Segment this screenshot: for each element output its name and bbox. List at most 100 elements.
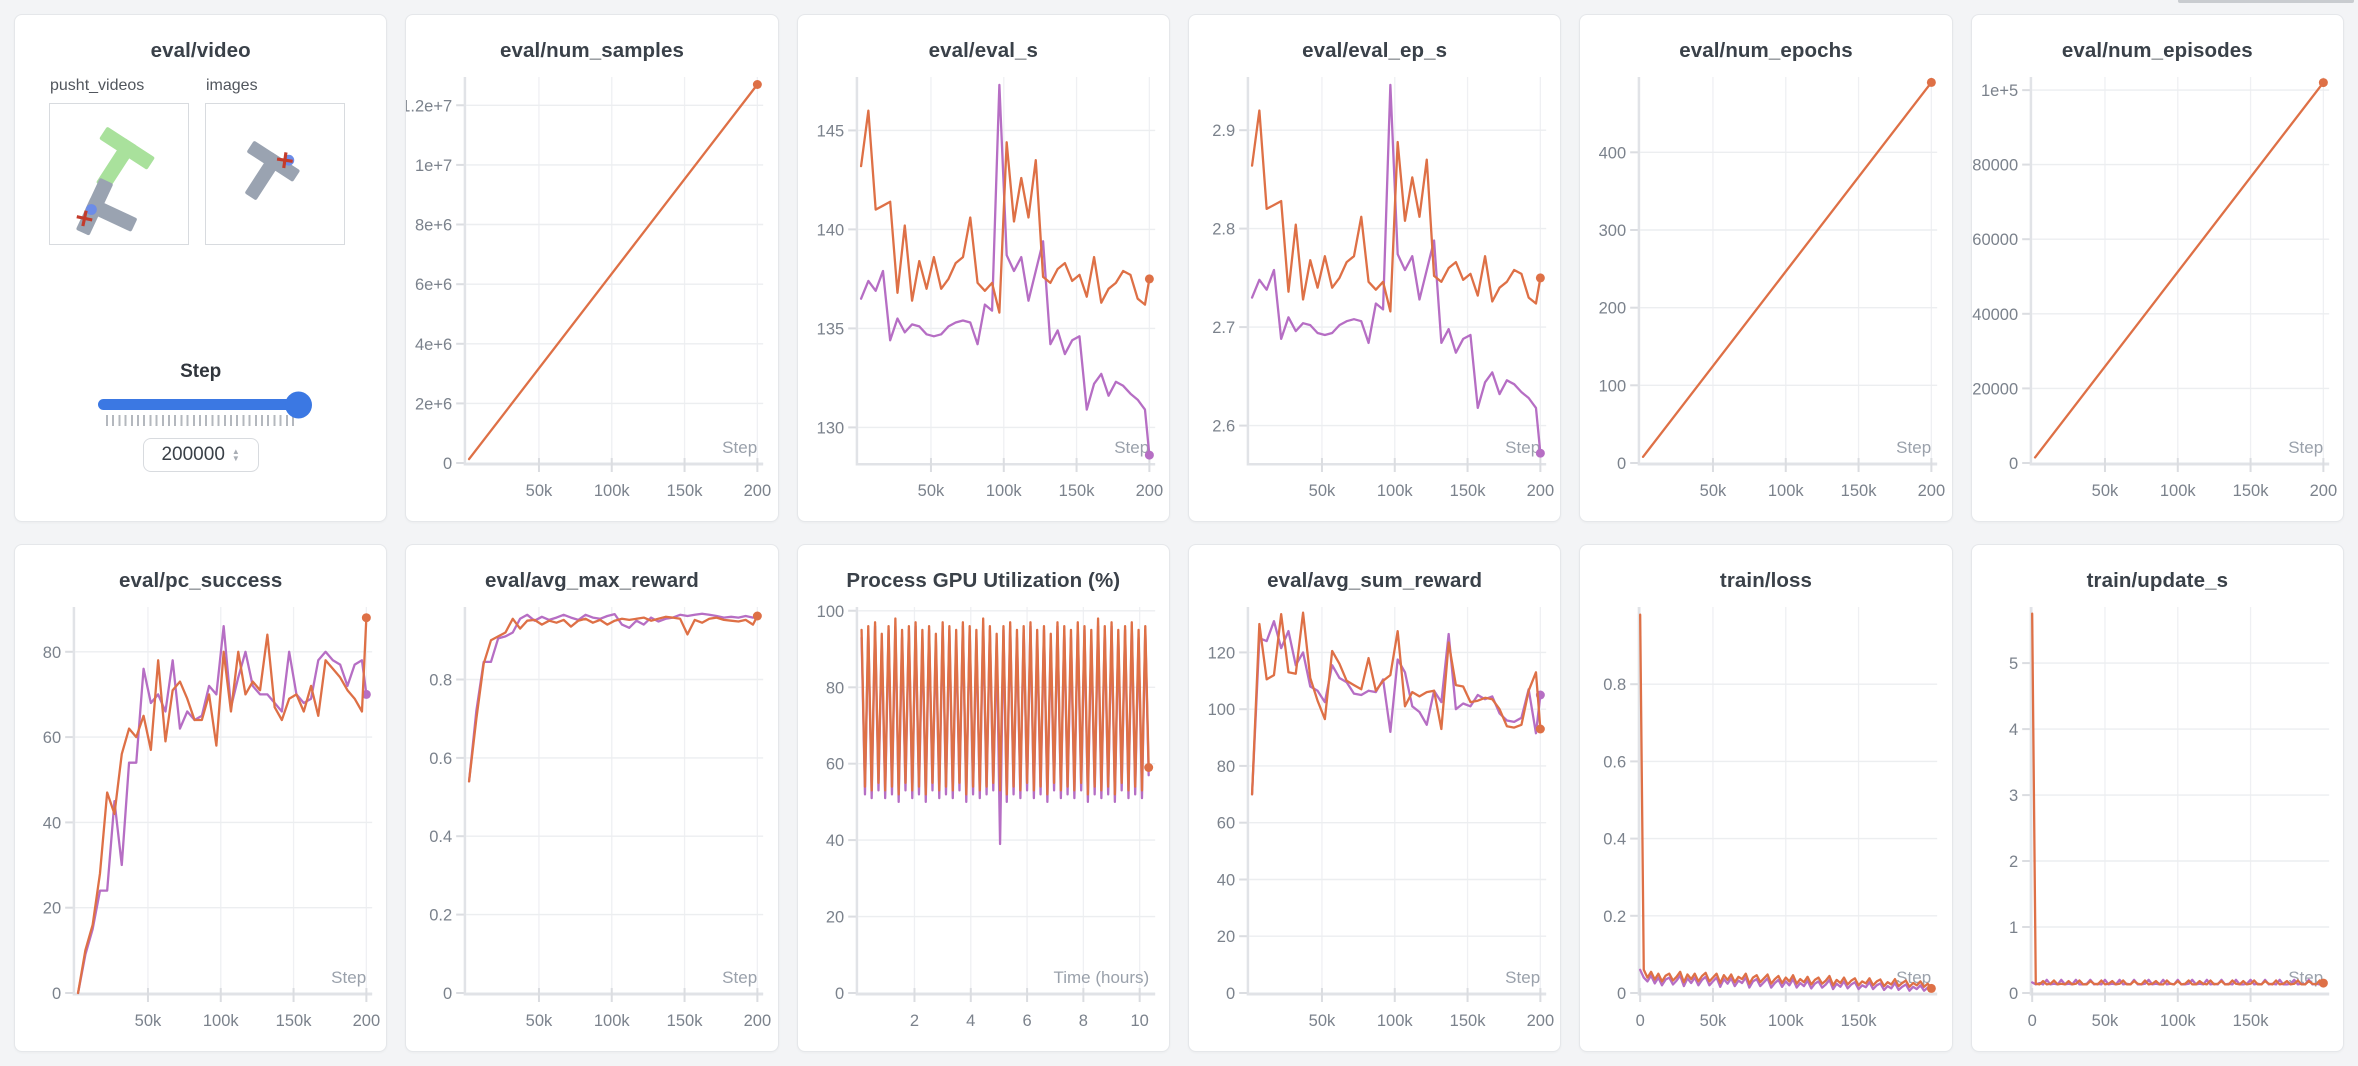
eval-avg-sum-reward-chart[interactable]: 0 20 40 60 80 100 120 50k 100k 150k 200 Step [1189, 599, 1560, 1043]
chart-title: eval/pc_success [118, 569, 283, 592]
svg-text:200: 200 [1135, 482, 1163, 500]
svg-text:80000: 80000 [1972, 157, 2018, 175]
eval-num-samples-chart[interactable]: 0 2e+6 4e+6 6e+6 8e+6 1e+7 1.2e+7 50k 100k 150k 20… [406, 69, 777, 513]
svg-text:50k: 50k [2091, 482, 2118, 500]
eval-eval-s-chart[interactable]: 130 135 140 145 50k 100k 150k 200 Step [798, 69, 1169, 513]
panel-eval-avg-sum-reward: eval/avg_sum_reward 0 20 40 60 80 100 120 50k 10… [1188, 544, 1562, 1052]
chart-title: eval/avg_sum_reward [1267, 569, 1483, 592]
panel-eval-video: eval/video pusht_videos [14, 14, 388, 522]
media-caption: images [206, 77, 258, 94]
svg-text:200: 200 [1527, 1012, 1555, 1030]
svg-text:300: 300 [1599, 222, 1627, 240]
chart-title: eval/avg_max_reward [485, 569, 699, 592]
svg-text:3: 3 [2009, 787, 2018, 805]
svg-text:8e+6: 8e+6 [415, 217, 452, 235]
step-input[interactable]: 200000 ▲ ▼ [142, 438, 259, 472]
svg-text:0: 0 [835, 985, 844, 1003]
svg-text:80: 80 [1217, 758, 1235, 776]
chart-title: eval/num_samples [500, 39, 684, 62]
svg-text:5: 5 [2009, 655, 2018, 673]
eval-num-episodes-chart[interactable]: 0 20000 40000 60000 80000 1e+5 50k 100k 150k 200 S… [1972, 69, 2343, 513]
svg-text:2.6: 2.6 [1212, 418, 1235, 436]
svg-text:2.7: 2.7 [1212, 319, 1235, 337]
svg-text:0: 0 [1226, 985, 1235, 1003]
svg-text:0: 0 [443, 985, 452, 1003]
svg-text:8: 8 [1078, 1012, 1087, 1030]
svg-text:200: 200 [744, 1012, 772, 1030]
svg-text:150k: 150k [667, 482, 704, 500]
svg-text:40: 40 [1217, 872, 1235, 890]
panel-grid: eval/video pusht_videos [14, 14, 2344, 1052]
eval-pc-success-chart[interactable]: 0 20 40 60 80 50k 100k 150k 200 Step [15, 599, 386, 1043]
svg-text:50k: 50k [526, 482, 553, 500]
target-cross-icon [76, 210, 93, 227]
svg-text:100k: 100k [594, 482, 631, 500]
eval-avg-max-reward-chart[interactable]: 0 0.2 0.4 0.6 0.8 50k 100k 150k 200 Step [406, 599, 777, 1043]
step-slider-handle[interactable] [284, 391, 312, 418]
spinner-down-icon[interactable]: ▼ [231, 454, 240, 463]
svg-text:0: 0 [1617, 985, 1626, 1003]
svg-text:40: 40 [825, 832, 843, 850]
step-slider-block: Step 200000 ▲ ▼ [15, 361, 386, 472]
step-slider[interactable] [97, 391, 312, 418]
gpu-utilization-chart[interactable]: 0 20 40 60 80 100 2 4 6 8 10 Time (hours) [798, 599, 1169, 1043]
svg-text:Step: Step [1505, 968, 1540, 987]
svg-text:150k: 150k [1841, 1012, 1878, 1030]
svg-text:50k: 50k [917, 482, 944, 500]
svg-text:0.6: 0.6 [1604, 753, 1627, 771]
svg-text:50k: 50k [1309, 482, 1336, 500]
svg-text:0.6: 0.6 [430, 750, 453, 768]
svg-text:0.8: 0.8 [430, 672, 453, 690]
chart-title: train/update_s [2086, 569, 2229, 592]
svg-text:10: 10 [1130, 1012, 1148, 1030]
media-row: pusht_videos image [15, 77, 386, 245]
eval-eval-ep-s-chart[interactable]: 2.6 2.7 2.8 2.9 50k 100k 150k 200 Step [1189, 69, 1560, 513]
svg-text:Step: Step [723, 968, 758, 987]
svg-text:120: 120 [1208, 644, 1236, 662]
chart-title: eval/eval_s [928, 39, 1039, 62]
pusht-video-thumbnail[interactable] [49, 103, 189, 245]
media-pusht-videos: pusht_videos [49, 77, 189, 245]
svg-text:100k: 100k [1377, 482, 1414, 500]
svg-text:150k: 150k [276, 1012, 313, 1030]
svg-text:4: 4 [2009, 721, 2018, 739]
svg-text:150k: 150k [2232, 1012, 2269, 1030]
panel-eval-eval-s: eval/eval_s 130 135 140 145 50k 100k 150k 200 St… [796, 14, 1170, 522]
svg-text:60000: 60000 [1972, 231, 2018, 249]
svg-text:0.4: 0.4 [430, 828, 453, 846]
svg-text:2.8: 2.8 [1212, 221, 1235, 239]
spinner-up-icon[interactable]: ▲ [231, 447, 240, 456]
svg-text:135: 135 [816, 320, 844, 338]
svg-text:100: 100 [1208, 701, 1236, 719]
svg-text:60: 60 [1217, 815, 1235, 833]
svg-text:50k: 50k [1700, 1012, 1727, 1030]
svg-text:6e+6: 6e+6 [415, 276, 452, 294]
images-thumbnail[interactable] [205, 103, 345, 245]
svg-text:20000: 20000 [1972, 380, 2018, 398]
svg-text:Step: Step [331, 968, 366, 987]
svg-text:0: 0 [443, 455, 452, 473]
eval-num-epochs-chart[interactable]: 0 100 200 300 400 50k 100k 150k 200 Step [1580, 69, 1951, 513]
svg-text:150k: 150k [1450, 1012, 1487, 1030]
step-spinner: ▲ ▼ [231, 447, 240, 463]
gray-t-shape [245, 141, 300, 200]
media-caption: pusht_videos [50, 77, 145, 94]
svg-text:Step: Step [1505, 438, 1540, 457]
svg-text:200: 200 [353, 1012, 381, 1030]
svg-text:2: 2 [2009, 853, 2018, 871]
svg-text:50k: 50k [526, 1012, 553, 1030]
chart-title: eval/num_epochs [1679, 39, 1853, 62]
svg-text:50k: 50k [2091, 1012, 2118, 1030]
svg-text:0: 0 [2009, 455, 2018, 473]
svg-text:20: 20 [1217, 928, 1235, 946]
svg-text:Step: Step [1114, 438, 1149, 457]
svg-text:60: 60 [825, 756, 843, 774]
svg-text:140: 140 [816, 221, 844, 239]
panel-eval-num-samples: eval/num_samples 0 2e+6 4e+6 6e+6 8e+6 1e+7 1.… [405, 14, 779, 522]
svg-text:20: 20 [43, 900, 61, 918]
media-images: images [205, 77, 345, 245]
svg-text:150k: 150k [1450, 482, 1487, 500]
svg-text:6: 6 [1022, 1012, 1031, 1030]
